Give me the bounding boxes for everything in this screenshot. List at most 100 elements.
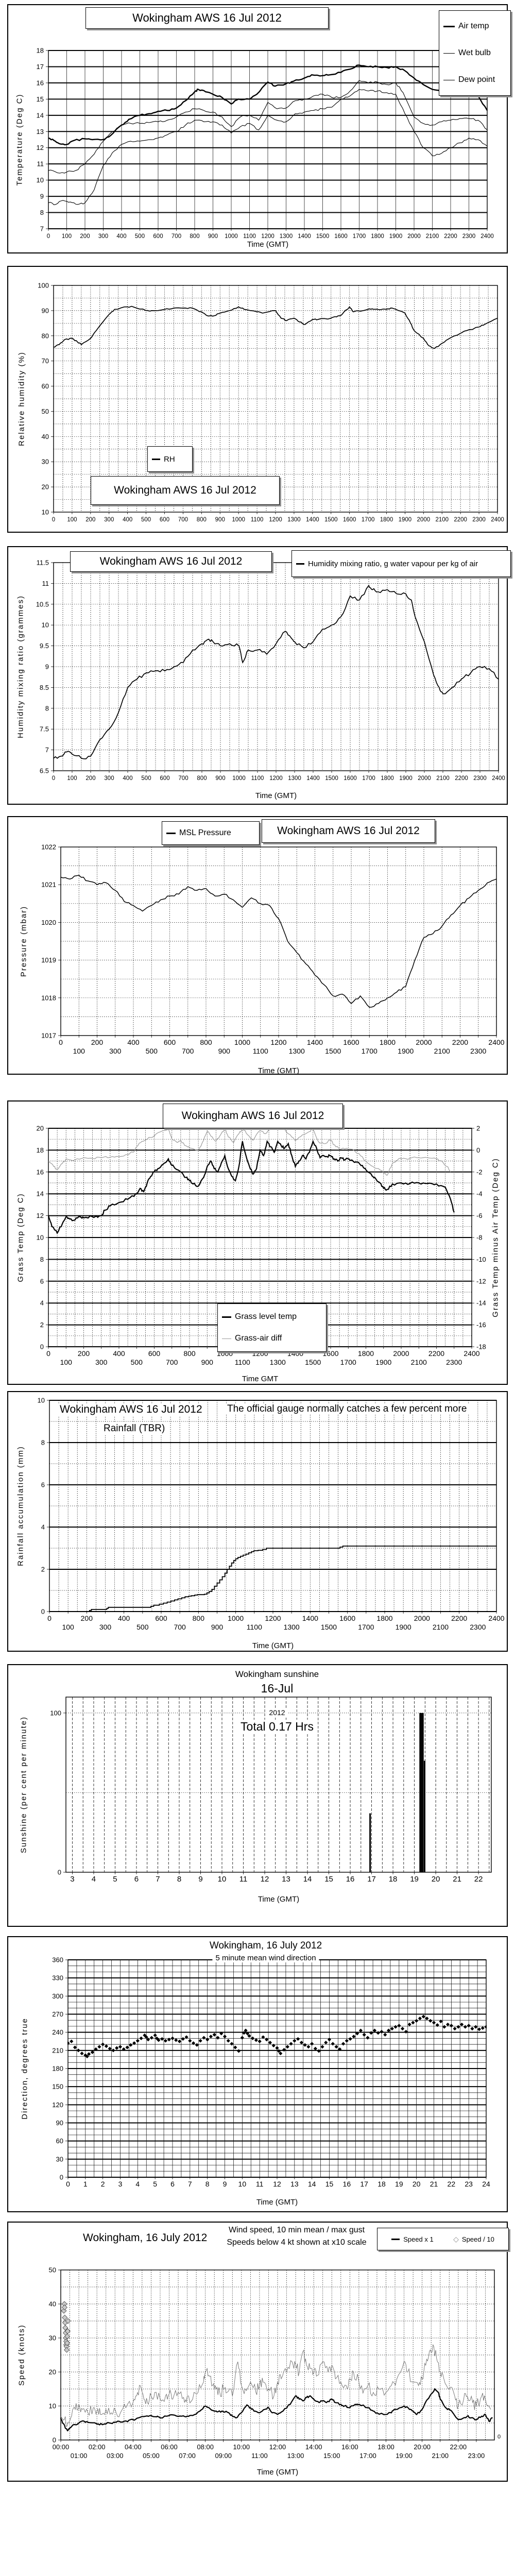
svg-text:200: 200 [85,517,95,523]
svg-text:16: 16 [343,2180,351,2188]
svg-text:40: 40 [49,2300,56,2308]
legend-item: Grass level temp [222,1312,322,1321]
svg-text:20: 20 [37,1125,44,1132]
chart-subtitle-1: Wind speed, 10 min mean / max gust [225,2226,368,2235]
svg-text:200: 200 [78,1349,90,1358]
svg-text:14: 14 [303,1875,312,1884]
svg-text:1300: 1300 [280,233,293,240]
svg-text:1600: 1600 [334,233,348,240]
svg-text:600: 600 [153,233,163,240]
legend: RH [147,446,193,472]
svg-text:10.5: 10.5 [36,600,49,608]
y-axis-label: Rainfall accumulation (mm) [16,1446,25,1566]
svg-text:1600: 1600 [343,1038,359,1046]
chart-title: Wokingham AWS 16 Jul 2012 [85,7,329,29]
svg-text:1400: 1400 [306,517,319,523]
svg-text:2000: 2000 [407,233,421,240]
svg-text:1700: 1700 [340,1358,356,1366]
svg-text:5: 5 [153,2180,157,2188]
rainfall-chart: 0 100 200 300 400 500 600 700 800 900 1000 1100 1200… [7,1391,508,1652]
legend: Grass level temp Grass-air diff [217,1303,327,1352]
svg-text:400: 400 [113,1349,125,1358]
svg-text:2300: 2300 [470,1623,486,1631]
y-axis-label: Sunshine (per cent per minute) [19,1716,28,1853]
svg-text:150: 150 [52,2083,63,2091]
chart-subtitle: 5 minute mean wind direction [212,1954,319,1962]
svg-text:12: 12 [261,1875,269,1884]
grass-temp-chart: 0 100 200 300 400 500 600 700 800 900 1000 1100 1200… [7,1100,508,1385]
svg-text:6.5: 6.5 [40,767,49,775]
svg-text:2300: 2300 [473,775,487,782]
svg-text:2100: 2100 [436,775,450,782]
svg-text:1700: 1700 [358,1623,374,1631]
svg-text:2100: 2100 [434,1047,450,1055]
svg-text:0: 0 [41,1608,45,1616]
svg-text:300: 300 [109,1047,122,1055]
svg-text:2200: 2200 [455,775,468,782]
svg-text:14: 14 [308,2180,316,2188]
svg-text:12:00: 12:00 [269,2443,286,2451]
svg-text:1700: 1700 [353,233,366,240]
svg-text:1017: 1017 [41,1032,56,1040]
svg-text:1700: 1700 [362,1047,377,1055]
svg-text:23:00: 23:00 [468,2452,485,2460]
svg-text:100: 100 [60,1358,73,1366]
svg-text:01:00: 01:00 [71,2452,88,2460]
wind-direction-chart: 0 1 2 3 4 5 6 7 8 9 10 11 12 13 14 15 16 17 18 19 20 21 22 23 24… [7,1936,508,2212]
svg-text:-14: -14 [476,1299,486,1307]
legend: MSL Pressure [162,821,260,845]
svg-text:20: 20 [49,2368,56,2376]
legend-label: Speed / 10 [461,2235,494,2243]
svg-text:1200: 1200 [269,775,283,782]
svg-text:10: 10 [38,1397,45,1404]
svg-text:3: 3 [118,2180,123,2188]
svg-text:700: 700 [178,775,188,782]
svg-text:13: 13 [290,2180,299,2188]
chart-title: Wokingham AWS 16 Jul 2012 [163,1104,343,1128]
svg-text:60: 60 [56,2137,63,2145]
gauge-note: The official gauge normally catches a fe… [225,1403,470,1415]
x-axis-label: Time (GMT) [258,1895,300,1904]
legend-label: Humidity mixing ratio, g water vapour pe… [308,559,478,568]
svg-text:2200: 2200 [444,233,457,240]
svg-text:20: 20 [413,2180,421,2188]
svg-text:18: 18 [37,47,44,55]
svg-text:12: 12 [37,144,44,151]
svg-text:02:00: 02:00 [89,2443,106,2451]
svg-text:1: 1 [83,2180,88,2188]
svg-text:6: 6 [40,1277,44,1285]
legend-item: Speed x 1 [391,2235,434,2243]
svg-text:300: 300 [104,775,114,782]
svg-text:100: 100 [73,1047,85,1055]
svg-text:30: 30 [42,458,49,466]
svg-text:15: 15 [324,1875,333,1884]
svg-text:1800: 1800 [380,517,393,523]
svg-text:13:00: 13:00 [287,2452,304,2460]
legend: Humidity mixing ratio, g water vapour pe… [291,550,511,577]
svg-text:800: 800 [197,775,207,782]
y-axis-label: Temperature (Deg C) [15,93,24,186]
svg-text:2400: 2400 [480,233,494,240]
svg-text:15: 15 [37,95,44,103]
svg-text:1300: 1300 [288,775,301,782]
svg-text:0: 0 [60,2174,63,2181]
svg-text:00:00: 00:00 [53,2443,70,2451]
svg-text:-18: -18 [476,1343,486,1351]
svg-text:2000: 2000 [418,775,431,782]
svg-text:8: 8 [45,704,49,712]
svg-text:2: 2 [476,1125,480,1132]
svg-text:0: 0 [53,2436,56,2444]
svg-text:17: 17 [360,2180,368,2188]
pressure-plot: 0 100 200 300 400 500 600 700 800 900100011001200… [41,843,505,1056]
svg-text:1900: 1900 [398,1047,414,1055]
y-axis-label: Pressure (mbar) [19,905,28,977]
svg-text:09:00: 09:00 [215,2452,232,2460]
svg-text:7.5: 7.5 [40,725,49,733]
svg-text:2400: 2400 [491,517,504,523]
svg-text:120: 120 [52,2101,63,2109]
svg-text:20: 20 [432,1875,440,1884]
svg-text:1021: 1021 [41,881,56,889]
svg-text:11: 11 [239,1875,248,1884]
svg-text:12: 12 [37,1212,44,1219]
legend-label: Grass-air diff [235,1334,282,1343]
